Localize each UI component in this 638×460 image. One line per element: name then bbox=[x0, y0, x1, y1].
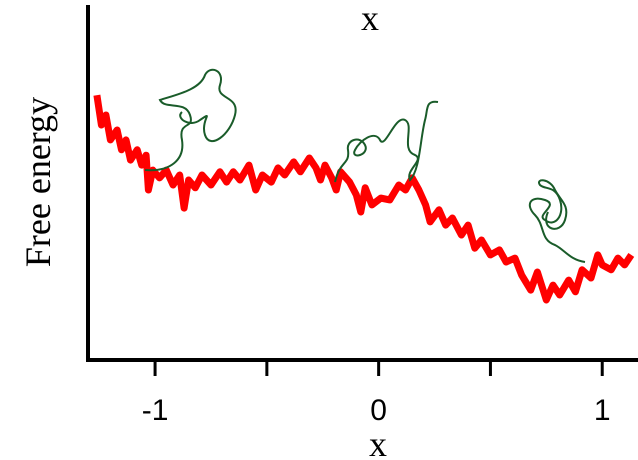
x-tick-label: 1 bbox=[594, 394, 611, 427]
conformations bbox=[145, 70, 585, 262]
conformation bbox=[145, 70, 236, 170]
chart: x x Free energy -1 0 1 bbox=[0, 0, 638, 460]
conformation bbox=[335, 102, 438, 182]
x-tick-label: 0 bbox=[370, 394, 387, 427]
x-axis-label: x bbox=[369, 424, 387, 460]
chart-title: x bbox=[361, 0, 379, 38]
data-line bbox=[97, 95, 631, 300]
y-axis-label: Free energy bbox=[18, 97, 58, 267]
conformation bbox=[530, 180, 585, 262]
x-tick-label: -1 bbox=[142, 394, 169, 427]
